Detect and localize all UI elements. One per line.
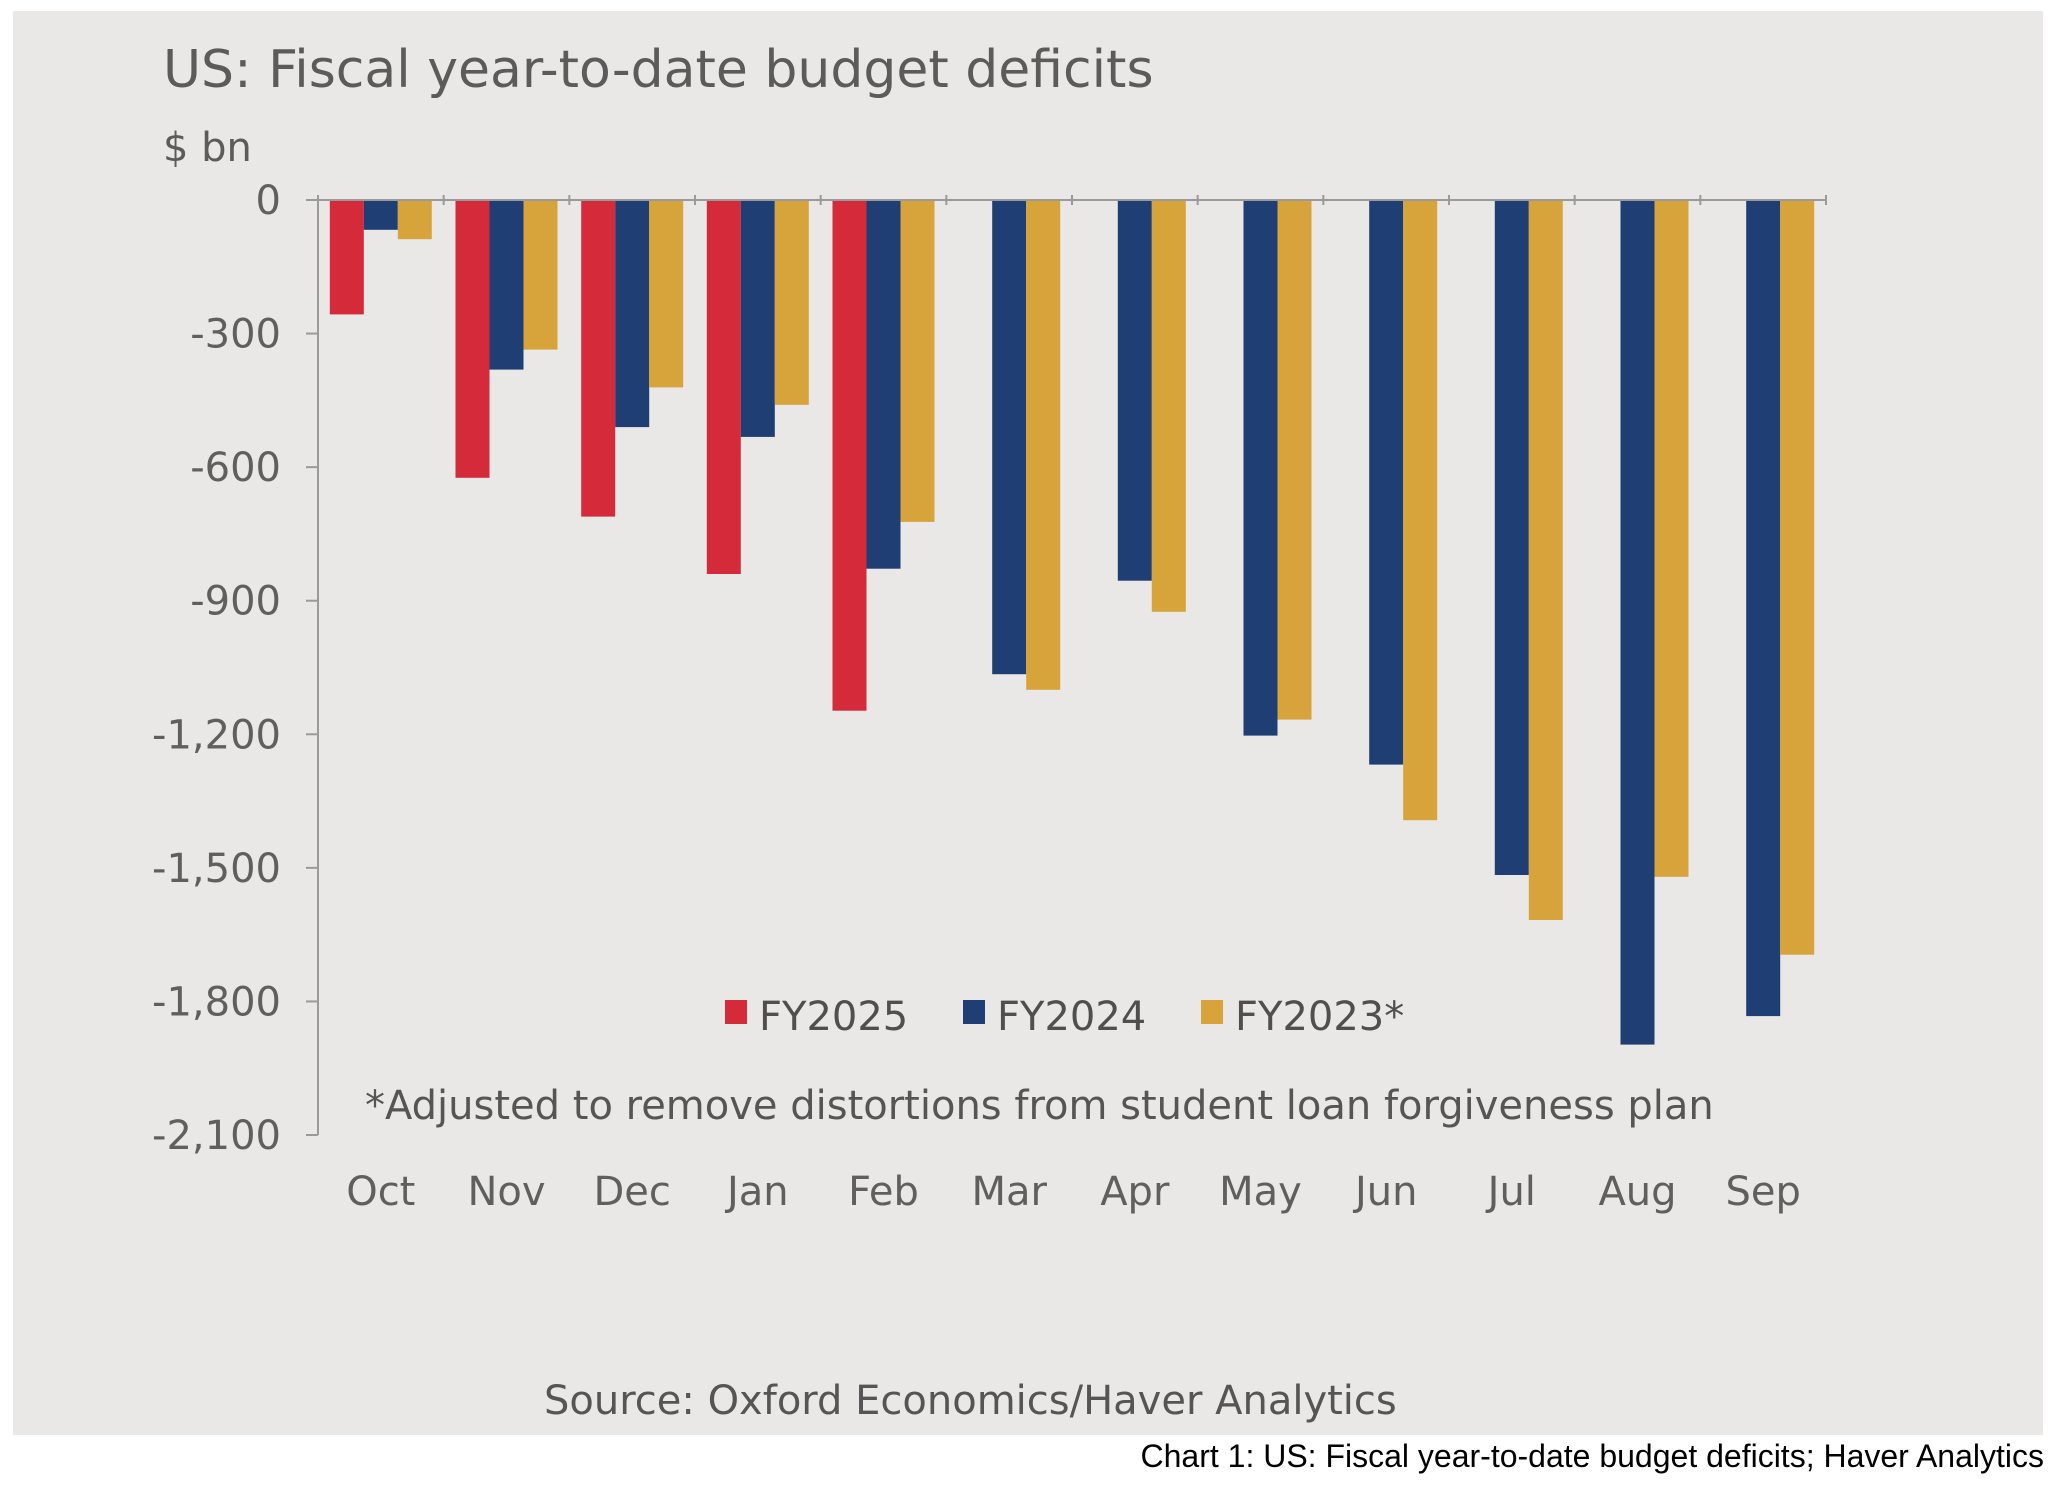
bar-fy2025-nov — [455, 200, 490, 478]
x-tick-label-jul: Jul — [1485, 1169, 1536, 1215]
bar-fy2024-jun — [1369, 200, 1404, 765]
source-note: Source: Oxford Economics/Haver Analytics — [544, 1378, 1397, 1424]
bar-fy2025-dec — [581, 200, 616, 517]
bar-fy2023-aug — [1654, 200, 1689, 877]
bars — [329, 200, 1815, 1045]
bar-fy2023-apr — [1151, 200, 1186, 612]
bar-fy2025-jan — [706, 200, 741, 574]
bar-fy2023-nov — [523, 200, 558, 350]
legend-label-fy2024: FY2024 — [997, 994, 1146, 1040]
legend-swatch-fy2024 — [963, 1000, 985, 1024]
y-tick-label: -900 — [190, 579, 281, 625]
y-tick-label: 0 — [256, 178, 281, 224]
x-tick-label-dec: Dec — [593, 1169, 670, 1215]
y-tick-label: -1,500 — [152, 846, 281, 892]
bar-fy2023-dec — [649, 200, 684, 388]
y-tick-label: -600 — [190, 445, 281, 491]
x-tick-label-sep: Sep — [1726, 1169, 1801, 1215]
bar-fy2023-sep — [1780, 200, 1815, 955]
y-tick-label: -300 — [190, 312, 281, 358]
x-tick-label-jun: Jun — [1352, 1169, 1418, 1215]
bar-fy2025-feb — [832, 200, 867, 711]
bar-fy2023-jul — [1528, 200, 1563, 920]
bar-fy2023-oct — [397, 200, 432, 240]
x-tick-label-aug: Aug — [1598, 1169, 1676, 1215]
legend-label-fy2025: FY2025 — [759, 994, 908, 1040]
bar-fy2024-apr — [1117, 200, 1152, 581]
bar-fy2024-may — [1243, 200, 1278, 736]
y-axis-tick-labels: 0 -300 -600 -900 -1,200 -1,500 -1,800 -2,100 — [152, 178, 281, 1159]
bar-fy2024-jan — [740, 200, 775, 437]
chart-title: US: Fiscal year-to-date budget deficits — [163, 40, 1154, 100]
y-tick-label: -1,800 — [152, 979, 281, 1025]
bar-fy2025-oct — [329, 200, 364, 315]
budget-deficit-bar-chart: US: Fiscal year-to-date budget deficits … — [152, 40, 1827, 1424]
bar-fy2024-jul — [1494, 200, 1529, 875]
bar-fy2024-sep — [1746, 200, 1781, 1017]
y-axis-unit-label: $ bn — [163, 125, 252, 171]
figure-caption: Chart 1: US: Fiscal year-to-date budget … — [1140, 1438, 2045, 1474]
legend: FY2025 FY2024 FY2023* — [725, 994, 1404, 1040]
x-tick-label-nov: Nov — [467, 1169, 545, 1215]
x-tick-label-apr: Apr — [1100, 1169, 1170, 1215]
bar-fy2023-jan — [774, 200, 809, 405]
y-tick-label: -2,100 — [152, 1113, 281, 1159]
x-axis-tick-labels: Oct Nov Dec Jan Feb Mar Apr May Jun Jul Aug Sep — [346, 1169, 1801, 1215]
bar-fy2024-dec — [615, 200, 650, 428]
bar-fy2024-feb — [866, 200, 901, 569]
bar-fy2023-mar — [1026, 200, 1061, 690]
legend-label-fy2023: FY2023* — [1235, 994, 1404, 1040]
x-tick-label-mar: Mar — [971, 1169, 1047, 1215]
bar-fy2024-oct — [363, 200, 398, 230]
legend-swatch-fy2023 — [1201, 1000, 1223, 1024]
bar-fy2023-may — [1277, 200, 1312, 720]
axes — [306, 199, 319, 1136]
bar-fy2024-aug — [1620, 200, 1655, 1045]
x-tick-label-may: May — [1219, 1169, 1302, 1215]
bar-fy2023-jun — [1403, 200, 1438, 821]
x-tick-label-jan: Jan — [724, 1169, 789, 1215]
x-tick-label-feb: Feb — [848, 1169, 919, 1215]
chart-annotation: *Adjusted to remove distortions from stu… — [365, 1083, 1714, 1129]
bar-fy2023-feb — [900, 200, 935, 522]
legend-swatch-fy2025 — [725, 1000, 747, 1024]
y-tick-label: -1,200 — [152, 712, 281, 758]
chart-panel: US: Fiscal year-to-date budget deficits … — [13, 11, 2043, 1435]
bar-fy2024-nov — [489, 200, 524, 370]
x-tick-label-oct: Oct — [346, 1169, 415, 1215]
bar-fy2024-mar — [992, 200, 1027, 675]
